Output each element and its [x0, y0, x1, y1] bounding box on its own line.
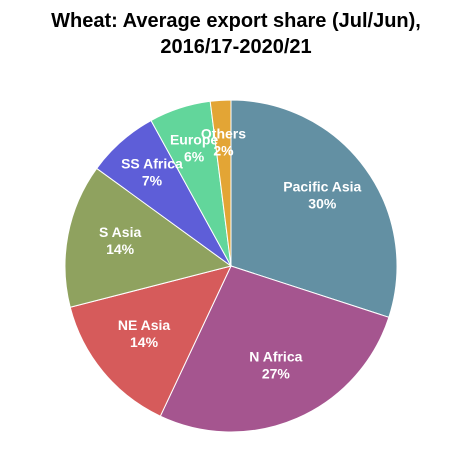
slice-label: SS Africa — [121, 155, 183, 171]
slice-label: Europe — [170, 131, 218, 147]
pie-slice — [159, 265, 390, 433]
slice-label: N Africa — [249, 349, 302, 365]
slice-value-label: 7% — [142, 172, 163, 188]
slice-label: Others — [201, 126, 246, 142]
chart-title: Wheat: Average export share (Jul/Jun), 2… — [51, 10, 421, 58]
slice-value-label: 6% — [184, 148, 205, 164]
pie-slice — [64, 167, 233, 308]
slice-value-label: 14% — [106, 241, 135, 257]
slice-label: Pacific Asia — [283, 179, 361, 195]
slice-label: NE Asia — [118, 317, 171, 333]
pie-slice — [69, 265, 232, 417]
pie-slice — [230, 99, 398, 318]
slice-label: S Asia — [99, 224, 141, 240]
slice-value-label: 30% — [308, 196, 337, 212]
slice-value-label: 27% — [262, 366, 291, 382]
pie-slice — [209, 99, 232, 267]
slice-value-label: 14% — [130, 334, 159, 350]
slice-value-label: 2% — [213, 143, 234, 159]
